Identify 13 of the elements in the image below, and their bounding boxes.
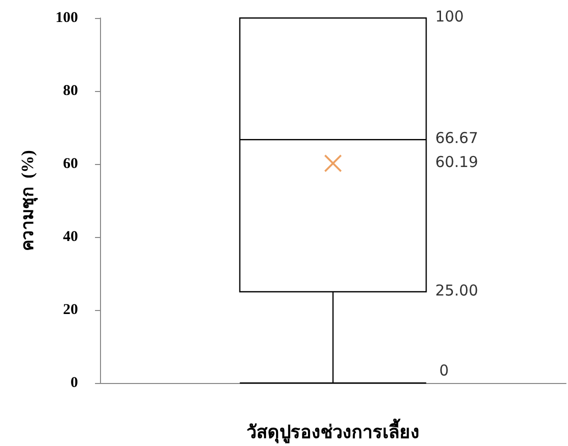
annotation: 66.67 [435, 129, 478, 148]
x-axis-title: วัสดุปูรองช่วงการเลี้ยง [246, 418, 420, 444]
y-tick-label: 40 [63, 229, 78, 245]
y-tick-label: 80 [63, 83, 78, 99]
y-tick-label: 60 [63, 156, 78, 172]
y-tick-label: 0 [70, 375, 78, 391]
y-tick-label: 100 [56, 10, 78, 26]
annotation: 0 [439, 362, 449, 380]
annotation: 60.19 [435, 152, 478, 171]
annotation: 100 [435, 8, 464, 26]
annotation: 25.00 [435, 281, 478, 300]
y-axis-title: ความชุก (%) [18, 150, 38, 251]
y-tick-label: 20 [63, 302, 78, 318]
